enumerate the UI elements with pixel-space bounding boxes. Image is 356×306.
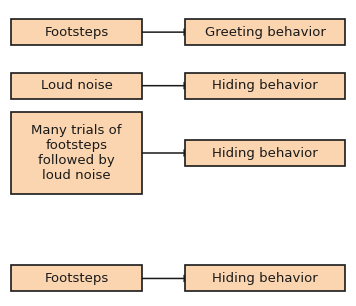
FancyBboxPatch shape [185, 73, 345, 99]
FancyBboxPatch shape [185, 19, 345, 45]
Text: Many trials of
footsteps
followed by
loud noise: Many trials of footsteps followed by lou… [31, 124, 122, 182]
Text: Loud noise: Loud noise [41, 79, 112, 92]
FancyBboxPatch shape [11, 265, 142, 291]
FancyBboxPatch shape [11, 19, 142, 45]
Text: Hiding behavior: Hiding behavior [212, 147, 318, 159]
Text: Footsteps: Footsteps [44, 26, 109, 39]
Text: Greeting behavior: Greeting behavior [205, 26, 326, 39]
Text: Hiding behavior: Hiding behavior [212, 272, 318, 285]
FancyBboxPatch shape [185, 265, 345, 291]
FancyBboxPatch shape [11, 73, 142, 99]
Text: Hiding behavior: Hiding behavior [212, 79, 318, 92]
FancyBboxPatch shape [11, 112, 142, 194]
FancyBboxPatch shape [185, 140, 345, 166]
Text: Footsteps: Footsteps [44, 272, 109, 285]
